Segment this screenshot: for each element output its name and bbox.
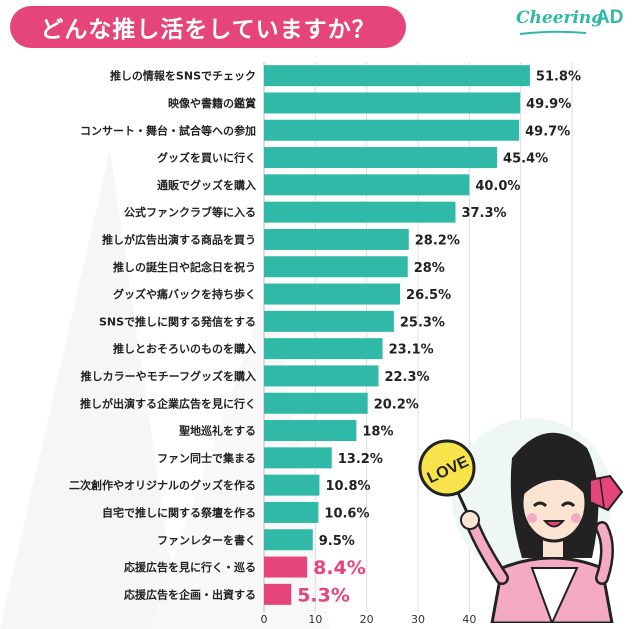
bar	[264, 65, 530, 87]
value-label: 18%	[362, 425, 393, 440]
bar	[264, 201, 456, 223]
bar	[264, 147, 498, 169]
bar	[264, 556, 308, 578]
bar	[264, 310, 394, 332]
category-label: 通販でグッズを購入	[157, 178, 256, 192]
bar	[264, 392, 368, 414]
bar	[264, 583, 292, 605]
category-label: 自宅で推しに関する祭壇を作る	[102, 505, 256, 519]
cheering-ad-logo: Cheering AD	[516, 6, 628, 36]
category-label: ファンレターを書く	[157, 533, 256, 547]
logo-swoosh	[519, 30, 587, 35]
x-tick-label: 0	[261, 613, 268, 626]
value-label: 13.2%	[338, 452, 383, 467]
bar	[264, 256, 408, 278]
category-label: 推しの誕生日や記念日を祝う	[113, 260, 256, 274]
value-label: 9.5%	[319, 534, 355, 549]
mascot-illustration: LOVE	[418, 418, 624, 623]
x-tick-label: 40	[462, 613, 476, 626]
category-label: 推しとおそろいのものを購入	[113, 342, 256, 356]
value-label: 10.8%	[325, 479, 370, 494]
bar	[264, 119, 520, 141]
category-label: 推しが広告出演する商品を買う	[102, 232, 256, 246]
category-label: SNSで推しに関する発信をする	[99, 314, 256, 328]
category-label: 聖地巡礼をする	[179, 424, 256, 438]
category-label: 推しの情報をSNSでチェック	[110, 69, 256, 83]
category-label: コンサート・舞台・試合等への参加	[80, 123, 256, 137]
logo-text: Cheering	[516, 8, 604, 28]
bar	[264, 447, 332, 469]
bar	[264, 365, 379, 387]
bar	[264, 529, 313, 551]
category-label: 映像や書籍の鑑賞	[168, 96, 256, 110]
value-label: 23.1%	[389, 343, 434, 358]
category-label: 応援広告を見に行く・巡る	[124, 560, 256, 574]
logo-ad-text: AD	[596, 7, 624, 28]
category-label: 二次創作やオリジナルのグッズを作る	[69, 478, 256, 492]
bar	[264, 174, 470, 196]
bar	[264, 92, 521, 114]
category-label: 公式ファンクラブ等に入る	[124, 205, 256, 219]
value-label: 22.3%	[384, 370, 429, 385]
value-label: 40.0%	[475, 179, 520, 194]
value-label: 49.7%	[525, 124, 570, 139]
chart-title-banner: どんな推し活をしていますか？	[10, 6, 406, 48]
x-tick-label: 20	[360, 613, 374, 626]
category-label: 推しカラーやモチーフグッズを購入	[81, 369, 256, 383]
value-label: 51.8%	[536, 70, 581, 85]
value-label: 49.9%	[526, 97, 571, 112]
bar	[264, 228, 409, 250]
value-label: 26.5%	[406, 288, 451, 303]
bar	[264, 420, 357, 442]
value-label: 10.6%	[324, 506, 369, 521]
bar	[264, 501, 319, 523]
value-label: 5.3%	[297, 584, 350, 606]
value-label: 20.2%	[374, 397, 419, 412]
bar	[264, 338, 383, 360]
category-label: ファン同士で集まる	[157, 451, 256, 465]
value-label: 25.3%	[400, 315, 445, 330]
category-label: グッズや痛バックを持ち歩く	[113, 287, 256, 301]
bar	[264, 474, 320, 496]
bar	[264, 283, 401, 305]
value-label: 37.3%	[461, 206, 506, 221]
category-label: 応援広告を企画・出資する	[124, 587, 256, 601]
category-label: グッズを買いに行く	[157, 151, 256, 165]
value-label: 45.4%	[503, 152, 548, 167]
gem-icon	[589, 474, 624, 512]
chart-title: どんな推し活をしていますか？	[40, 17, 376, 43]
value-label: 8.4%	[313, 557, 366, 579]
value-label: 28.2%	[415, 233, 460, 248]
x-tick-label: 10	[308, 613, 322, 626]
love-fan: LOVE	[418, 439, 476, 524]
category-label: 推しが出演する企業広告を見に行く	[80, 396, 256, 410]
value-label: 28%	[414, 261, 445, 276]
x-tick-label: 30	[411, 613, 425, 626]
